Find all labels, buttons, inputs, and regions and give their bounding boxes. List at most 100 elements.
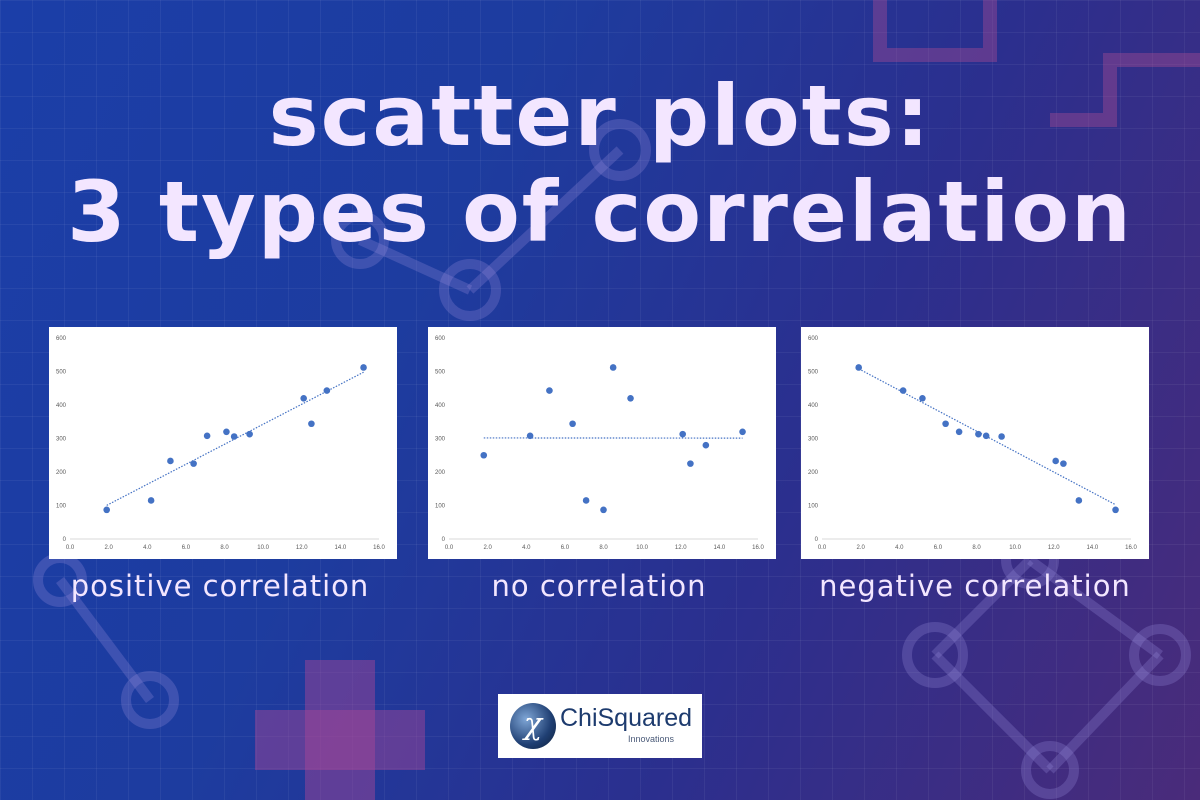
x-tick-label: 10.0	[257, 545, 269, 551]
x-tick-label: 10.0	[636, 545, 648, 551]
data-point	[1052, 457, 1059, 465]
x-tick-label: 2.0	[483, 545, 492, 551]
data-point	[1112, 506, 1119, 514]
data-point	[203, 432, 211, 440]
y-tick-label: 200	[808, 470, 819, 476]
y-tick-label: 200	[56, 470, 67, 476]
data-point	[103, 506, 110, 514]
data-point	[942, 420, 949, 428]
x-tick-label: 4.0	[522, 545, 531, 551]
y-tick-label: 600	[435, 336, 446, 342]
x-tick-label: 12.0	[1048, 545, 1060, 551]
x-tick-label: 0.0	[818, 545, 827, 551]
data-point	[300, 395, 307, 402]
data-point	[167, 457, 174, 465]
y-tick-label: 0	[442, 537, 446, 543]
data-point	[687, 460, 694, 467]
y-tick-label: 500	[56, 370, 67, 376]
y-tick-label: 600	[808, 336, 819, 342]
chart-panel-none: 0 100 200 300 400 500 600 0.0 2.0 4.0 6.0 8.0 10.0 12…	[428, 327, 776, 559]
x-tick-label: 12.0	[296, 545, 308, 551]
chart-panel-positive: 0 100 200 300 400 500 600 0.0 2.0 4.0 6.0 8.0 10.0 12…	[49, 327, 397, 559]
caption-no-correlation: no correlation	[491, 569, 707, 603]
x-tick-label: 8.0	[220, 545, 229, 551]
scatter-chart-negative: 0 100 200 300 400 500 600 0.0 2.0 4.0 6.0 8.0 10.0 12…	[808, 336, 1138, 551]
x-tick-label: 4.0	[895, 545, 904, 551]
x-tick-label: 8.0	[972, 545, 981, 551]
x-tick-label: 6.0	[561, 545, 570, 551]
y-tick-label: 500	[808, 370, 819, 376]
data-point	[702, 441, 710, 449]
caption-positive-correlation: positive correlation	[70, 569, 370, 603]
data-point	[600, 506, 607, 514]
data-point	[223, 428, 230, 436]
x-tick-label: 16.0	[373, 545, 385, 551]
data-point	[582, 497, 590, 504]
x-tick-label: 4.0	[143, 545, 152, 551]
y-tick-label: 600	[56, 336, 67, 342]
y-tick-label: 200	[435, 470, 446, 476]
y-tick-label: 100	[56, 504, 67, 510]
y-tick-label: 300	[808, 437, 819, 443]
x-tick-label: 0.0	[66, 545, 75, 551]
x-tick-label: 6.0	[182, 545, 191, 551]
x-tick-label: 14.0	[1087, 545, 1099, 551]
x-tick-label: 12.0	[675, 545, 687, 551]
logo-subtitle: Innovations	[628, 734, 675, 744]
y-tick-label: 400	[808, 403, 819, 409]
data-point	[609, 364, 617, 371]
y-tick-label: 500	[435, 370, 446, 376]
scatter-chart-positive: 0 100 200 300 400 500 600 0.0 2.0 4.0 6.0 8.0 10.0 12…	[56, 336, 386, 551]
data-point	[246, 430, 253, 438]
data-point	[526, 432, 534, 440]
x-tick-label: 8.0	[599, 545, 608, 551]
data-point	[975, 430, 982, 438]
data-point	[190, 460, 197, 467]
scatter-chart-none: 0 100 200 300 400 500 600 0.0 2.0 4.0 6.0 8.0 10.0 12…	[435, 336, 765, 551]
x-tick-label: 2.0	[104, 545, 113, 551]
x-tick-label: 10.0	[1009, 545, 1021, 551]
data-point	[919, 395, 926, 402]
data-point	[147, 497, 155, 504]
x-tick-label: 2.0	[856, 545, 865, 551]
chisquared-logo: χ ChiSquared Innovations	[498, 694, 702, 758]
data-point	[955, 428, 963, 436]
data-point	[360, 364, 367, 371]
x-tick-label: 14.0	[335, 545, 347, 551]
data-point	[679, 430, 686, 438]
data-point	[739, 428, 746, 436]
chi-logo-icon: χ	[510, 703, 556, 749]
y-tick-label: 0	[63, 537, 67, 543]
x-tick-label: 0.0	[445, 545, 454, 551]
caption-negative-correlation: negative correlation	[819, 569, 1131, 603]
data-point	[323, 387, 331, 394]
y-tick-label: 300	[435, 437, 446, 443]
chart-panel-negative: 0 100 200 300 400 500 600 0.0 2.0 4.0 6.0 8.0 10.0 12…	[801, 327, 1149, 559]
y-tick-label: 0	[815, 537, 819, 543]
x-tick-label: 16.0	[752, 545, 764, 551]
title-line-2: 3 types of correlation	[67, 163, 1133, 261]
data-point	[855, 364, 862, 371]
data-point	[308, 420, 315, 428]
title-line-1: scatter plots:	[268, 67, 932, 165]
x-tick-label: 14.0	[714, 545, 726, 551]
data-point	[1060, 460, 1067, 467]
y-tick-label: 300	[56, 437, 67, 443]
data-point	[982, 432, 990, 440]
data-point	[480, 451, 488, 459]
page-title: scatter plots: 3 types of correlation	[0, 68, 1200, 260]
y-tick-label: 400	[435, 403, 446, 409]
y-tick-label: 100	[435, 504, 446, 510]
x-tick-label: 6.0	[934, 545, 943, 551]
data-point	[569, 420, 576, 428]
data-point	[998, 433, 1005, 440]
data-point	[230, 433, 238, 440]
y-tick-label: 400	[56, 403, 67, 409]
y-tick-label: 100	[808, 504, 819, 510]
data-point	[627, 395, 634, 402]
data-point	[1075, 497, 1083, 504]
logo-name: ChiSquared	[560, 704, 693, 732]
x-tick-label: 16.0	[1125, 545, 1137, 551]
data-point	[899, 387, 907, 394]
